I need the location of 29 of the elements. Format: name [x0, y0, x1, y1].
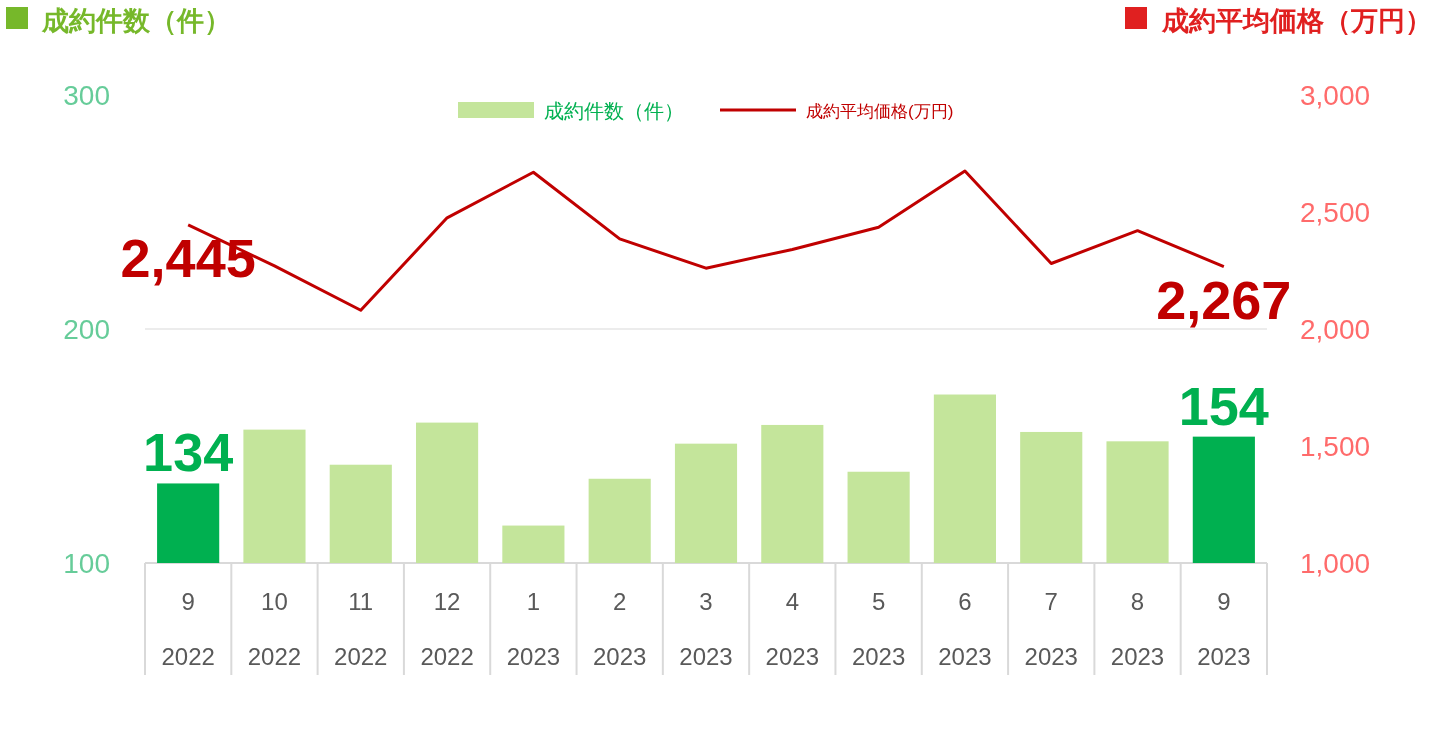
x-tick-label: 11 2022	[334, 588, 388, 670]
x-tick-label: 8 2023	[1110, 588, 1165, 670]
y2-tick-label: 1,500	[1300, 431, 1371, 462]
x-tick-label: 12 2022	[420, 588, 474, 670]
x-tick-label: 6 2023	[938, 588, 992, 670]
y2-tick-label: 3,000	[1300, 80, 1371, 111]
y2-tick-label: 1,000	[1300, 548, 1371, 579]
legend-label: 成約件数（件）	[544, 100, 684, 122]
y2-tick-label: 2,000	[1300, 314, 1371, 345]
y-tick-label: 300	[63, 80, 110, 111]
y2-axis-title: 成約平均価格（万円）	[1161, 6, 1432, 36]
x-tick-label: 9 2023	[1197, 588, 1251, 670]
data-label: 2,267	[1156, 269, 1292, 330]
x-tick-label: 9 2022	[161, 588, 215, 670]
x-tick-label: 5 2023	[851, 588, 906, 670]
data-label: 134	[143, 422, 234, 483]
x-tick-label: 3 2023	[679, 588, 733, 670]
x-tick-label: 4 2023	[765, 588, 819, 670]
y-tick-label: 200	[63, 314, 110, 345]
y-tick-label: 100	[63, 548, 110, 579]
x-tick-label: 1 2023	[506, 588, 561, 670]
y2-tick-label: 2,500	[1300, 197, 1371, 228]
data-label: 154	[1178, 375, 1269, 436]
data-label: 2,445	[120, 227, 256, 288]
x-tick-label: 7 2023	[1024, 588, 1078, 670]
x-tick-label: 2 2023	[593, 588, 647, 670]
y-axis-title: 成約件数（件）	[41, 6, 231, 36]
x-tick-label: 10 2022	[247, 588, 302, 670]
legend-label: 成約平均価格(万円)	[806, 102, 954, 121]
